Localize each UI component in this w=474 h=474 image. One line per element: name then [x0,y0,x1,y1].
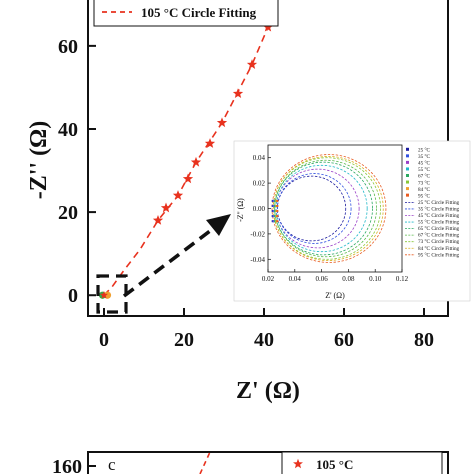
inset-plot: 0.02 0.04 0.06 0.08 0.10 0.12 0.04 0.02 0.00 -0.0… [233,140,471,302]
data-point-star [172,190,184,200]
fitting-circle [274,159,377,258]
x-axis-title: Z' (Ω) [236,378,300,404]
inset-tick-labels: 0.02 0.04 0.06 0.08 0.10 0.12 0.04 0.02 0.00 -0.0… [250,154,408,283]
x-tick-label: 40 [254,329,274,351]
panel-c-legend-star [293,458,303,469]
inset-legend-marker [406,154,409,158]
inset-legend-marker [406,167,409,171]
inset-fitting-circles [271,154,387,263]
main-tick-labels: 0 20 40 60 80 0 20 40 60 [58,36,434,351]
zoom-indicator [96,214,231,314]
y-tick-label: 20 [58,202,78,224]
inset-data-point [276,199,279,202]
panel-c-legend-label: 105 °C [316,457,353,472]
data-point-star [160,202,172,213]
panel-c-frame [87,451,449,474]
y-axis-title: -Z'' (Ω) [26,121,52,200]
inset-legend-marker [406,193,409,197]
x-tick-label: 80 [414,329,434,351]
inset-ticks [267,157,403,272]
inset-legend-fit-label: 73 °C Circle Fitting [418,238,460,245]
inset-legend-fit-label: 55 °C Circle Fitting [418,219,460,226]
zoom-arrow-line [122,226,216,298]
inset-y-axis-title: -Z'' (Ω) [236,198,245,222]
inset-x-tick-label: 0.12 [396,275,409,283]
inset-legend: 25 °C35 °C45 °C55 °C67 °C73 °C84 °C95 °C… [405,147,460,258]
data-point-star [190,156,202,167]
data-point-star [246,59,258,69]
data-point-star [152,215,164,225]
inset-legend-marker [406,180,409,184]
inset-data-point [276,220,279,223]
inset-y-tick-label: 0.00 [253,205,266,213]
inset-legend-fit-label: 25 °C Circle Fitting [418,199,460,206]
inset-data-point [276,210,279,213]
inset-legend-fit-label: 65 °C Circle Fitting [418,225,460,232]
inset-x-tick-label: 0.10 [369,275,382,283]
inset-legend-label: 95 °C [418,192,431,199]
inset-legend-label: 25 °C [418,147,431,154]
data-point-star [182,173,194,184]
origin-markers [98,291,112,299]
main-legend-box [93,0,279,27]
y-tick-label: 40 [58,119,78,141]
data-point-star [100,291,108,299]
inset-legend-fit-label: 35 °C Circle Fitting [418,205,460,212]
inset-y-tick-label: -0.04 [250,256,265,264]
inset-x-tick-label: 0.04 [289,275,302,283]
fitting-circle [275,164,368,253]
x-tick-label: 0 [99,329,109,351]
inset-legend-marker [406,147,409,151]
inset-legend-fit-label: 84 °C Circle Fitting [418,245,460,252]
inset-legend-marker [406,174,409,177]
x-tick-label: 20 [174,329,194,351]
inset-legend-marker [406,160,409,164]
main-plot: 0 20 40 60 80 0 20 40 60 Z' (Ω) -Z'' (Ω) 105 °C … [26,0,449,404]
main-axis-ticks [88,44,425,316]
y-tick-label: 60 [58,36,78,58]
inset-y-tick-label: -0.02 [250,230,265,238]
inset-data-points [271,199,279,223]
fitting-circle [276,173,352,244]
inset-legend-label: 55 °C [418,166,431,173]
fitting-circle [275,168,360,249]
inset-legend-fit-label: 67 °C Circle Fitting [418,232,460,239]
fitting-circle [272,156,384,261]
y-tick-label: 0 [68,285,78,307]
data-point-star [232,88,244,99]
inset-x-axis-title: Z' (Ω) [325,291,345,300]
inset-legend-label: 35 °C [418,153,431,160]
fitting-circle [271,154,387,263]
inset-data-point [276,204,279,207]
fitting-circle [272,157,381,260]
panel-c-label: c [108,455,116,474]
inset-y-tick-label: 0.04 [253,154,266,162]
legend-label-circle-fitting: 105 °C Circle Fitting [141,5,257,20]
zoom-arrow-head [206,214,231,236]
inset-x-tick-label: 0.08 [342,275,355,283]
inset-data-point [276,215,279,218]
panel-c: 160 c 105 °C [52,451,449,474]
inset-legend-fit-label: 45 °C Circle Fitting [418,212,460,219]
inset-legend-label: 73 °C [418,179,431,186]
inset-legend-label: 67 °C [418,173,431,180]
inset-legend-label: 84 °C [418,186,431,193]
panel-c-legend-box [281,451,443,474]
inset-y-tick-label: 0.02 [253,180,266,188]
inset-legend-marker [406,187,409,191]
inset-x-tick-label: 0.06 [315,275,328,283]
panel-c-ytick-label: 160 [52,456,82,474]
inset-legend-label: 45 °C [418,160,431,167]
data-points-105c [152,21,274,225]
data-point-star [204,138,216,148]
fitting-circle [274,161,373,256]
data-point-star [216,117,228,128]
inset-x-tick-label: 0.02 [262,275,275,283]
panel-c-fit-line [199,451,211,474]
main-legend: 105 °C Circle Fitting [93,0,279,27]
inset-legend-fit-label: 95 °C Circle Fitting [418,251,460,258]
x-tick-label: 60 [334,329,354,351]
data-point-star [262,21,274,32]
